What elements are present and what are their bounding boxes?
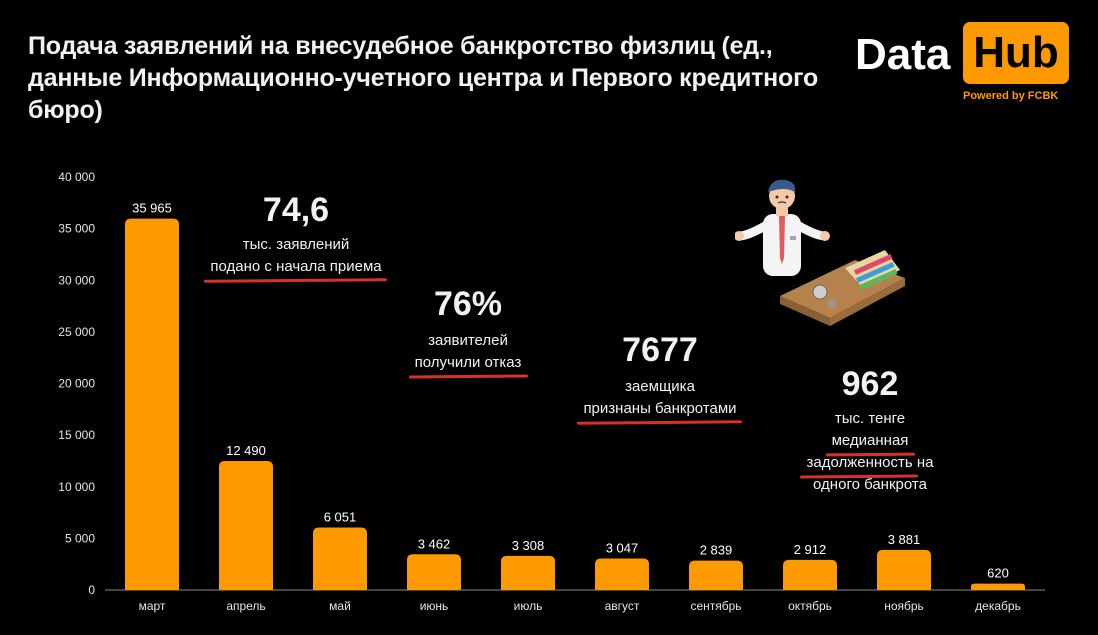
annotation-highlight: признаны банкротами bbox=[583, 398, 736, 420]
bar bbox=[595, 558, 649, 590]
bar bbox=[313, 527, 367, 590]
bar-value-label: 2 912 bbox=[794, 542, 827, 557]
annotation-value: 7677 bbox=[622, 331, 698, 369]
annotation-caption: на bbox=[912, 454, 934, 471]
bar-value-label: 3 881 bbox=[888, 532, 921, 547]
annotation-value: 76% bbox=[433, 285, 503, 323]
bar bbox=[877, 549, 931, 590]
chart-title: Подача заявлений на внесудебное банкротс… bbox=[28, 32, 819, 124]
annotation-value: 962 bbox=[841, 365, 899, 403]
x-tick-label: июль bbox=[514, 599, 543, 613]
y-tick-label: 40 000 bbox=[58, 170, 95, 184]
annotation-caption: тыс. заявлений bbox=[242, 236, 350, 253]
y-tick-label: 0 bbox=[88, 583, 95, 597]
bar-value-label: 3 308 bbox=[512, 538, 545, 553]
x-tick-label: август bbox=[605, 599, 640, 613]
logo-data-word: Data bbox=[855, 30, 951, 79]
logo-tagline: Powered by FCBK bbox=[963, 90, 1059, 102]
x-tick-label: октябрь bbox=[788, 599, 832, 613]
annotation-caption: одного банкрота bbox=[813, 476, 927, 493]
y-tick-label: 10 000 bbox=[58, 480, 95, 494]
annotation-highlight: подано с начала приема bbox=[210, 256, 381, 278]
man-shrugging-icon bbox=[735, 179, 830, 276]
y-tick-label: 25 000 bbox=[58, 325, 95, 339]
x-tick-label: сентябрь bbox=[690, 599, 741, 613]
logo-hub-word: Hub bbox=[963, 22, 1069, 84]
annotation-highlight: медианная bbox=[832, 430, 909, 452]
bar-value-label: 3 047 bbox=[606, 541, 639, 556]
x-tick-label: апрель bbox=[226, 599, 265, 613]
bar bbox=[219, 461, 273, 590]
datahub-logo: Data Hub Powered by FCBK bbox=[855, 22, 1070, 107]
x-tick-label: июнь bbox=[420, 599, 449, 613]
y-tick-label: 20 000 bbox=[58, 377, 95, 391]
y-tick-label: 30 000 bbox=[58, 273, 95, 287]
bar-value-label: 2 839 bbox=[700, 543, 733, 558]
bar bbox=[407, 554, 461, 590]
annotation-value: 74,6 bbox=[262, 191, 330, 229]
annotation-caption: заявителей bbox=[428, 332, 508, 349]
annotation-highlight: получили отказ bbox=[415, 352, 522, 374]
annotation-total-applications: 74,6 тыс. заявлений подано с начала прие… bbox=[196, 190, 396, 278]
annotation-caption: заемщика bbox=[625, 378, 695, 395]
annotation-bankrupts-count: 7677 заемщика признаны банкротами bbox=[560, 330, 760, 420]
bar-value-label: 35 965 bbox=[132, 201, 172, 216]
y-tick-label: 35 000 bbox=[58, 222, 95, 236]
x-tick-label: май bbox=[329, 599, 351, 613]
bar-value-label: 12 490 bbox=[226, 443, 266, 458]
x-tick-label: декабрь bbox=[975, 599, 1021, 613]
bar bbox=[501, 555, 555, 590]
bar bbox=[125, 218, 179, 590]
y-tick-label: 5 000 bbox=[65, 531, 95, 545]
bar bbox=[783, 559, 837, 590]
bar-value-label: 620 bbox=[987, 566, 1009, 581]
x-tick-label: март bbox=[139, 599, 166, 613]
y-tick-label: 15 000 bbox=[58, 428, 95, 442]
bar bbox=[689, 560, 743, 590]
empty-wallet-icon bbox=[780, 250, 905, 326]
annotation-highlight: задолженность bbox=[806, 452, 912, 474]
bankruptcy-illustration bbox=[735, 179, 905, 326]
bar-value-label: 6 051 bbox=[324, 510, 357, 525]
annotation-rejected-share: 76% заявителей получили отказ bbox=[378, 284, 558, 374]
annotation-median-debt: 962 тыс. тенге медианная задолженность н… bbox=[775, 364, 965, 496]
annotation-caption: тыс. тенге bbox=[834, 410, 906, 427]
x-tick-label: ноябрь bbox=[884, 599, 924, 613]
bar bbox=[971, 583, 1025, 590]
bar-value-label: 3 462 bbox=[418, 536, 451, 551]
